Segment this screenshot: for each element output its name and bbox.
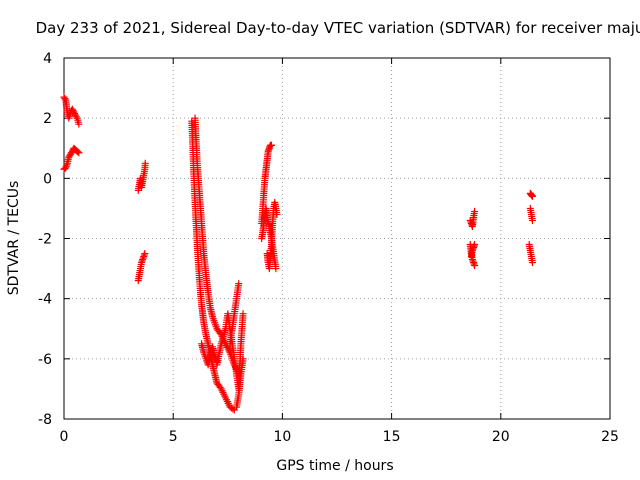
data-point	[528, 216, 536, 224]
x-tick-label: 10	[273, 429, 291, 445]
data-point	[141, 159, 149, 167]
data-point	[229, 405, 237, 413]
chart-title: Day 233 of 2021, Sidereal Day-to-day VTE…	[36, 19, 640, 37]
data-points	[60, 93, 536, 414]
y-tick-label: -4	[38, 292, 52, 308]
data-point	[69, 107, 77, 115]
data-point	[528, 259, 536, 267]
data-point	[75, 120, 83, 128]
y-tick-label: -8	[38, 412, 52, 428]
data-point	[471, 262, 479, 270]
x-tick-label: 20	[492, 429, 510, 445]
x-tick-label: 5	[169, 429, 178, 445]
x-tick-label: 25	[601, 429, 619, 445]
x-axis-label: GPS time / hours	[276, 458, 393, 474]
data-point	[235, 280, 243, 288]
axes: 0 5 10 15 20 25 -8 -6 -4 -2 0 2 4	[38, 51, 619, 445]
grid	[64, 58, 610, 419]
x-tick-label: 0	[60, 429, 69, 445]
data-point	[71, 110, 79, 118]
data-point	[471, 241, 479, 249]
data-point	[272, 265, 280, 273]
data-point	[273, 210, 281, 218]
y-tick-label: -6	[38, 352, 52, 368]
data-point	[471, 207, 479, 215]
data-point	[75, 149, 83, 157]
data-point	[528, 192, 536, 200]
data-point	[67, 149, 75, 157]
data-point	[239, 310, 247, 318]
y-tick-label: -2	[38, 232, 52, 248]
y-tick-label: 2	[43, 111, 52, 127]
data-point	[61, 95, 69, 103]
data-point	[72, 113, 80, 121]
data-point	[74, 148, 82, 156]
y-axis-label: SDTVAR / TECUs	[6, 181, 22, 296]
data-point	[70, 108, 78, 116]
x-tick-label: 15	[383, 429, 401, 445]
data-point	[239, 355, 247, 363]
y-tick-label: 4	[43, 51, 52, 67]
data-point	[141, 250, 149, 258]
data-point	[267, 141, 275, 149]
y-tick-label: 0	[43, 171, 52, 187]
data-point	[68, 105, 76, 113]
